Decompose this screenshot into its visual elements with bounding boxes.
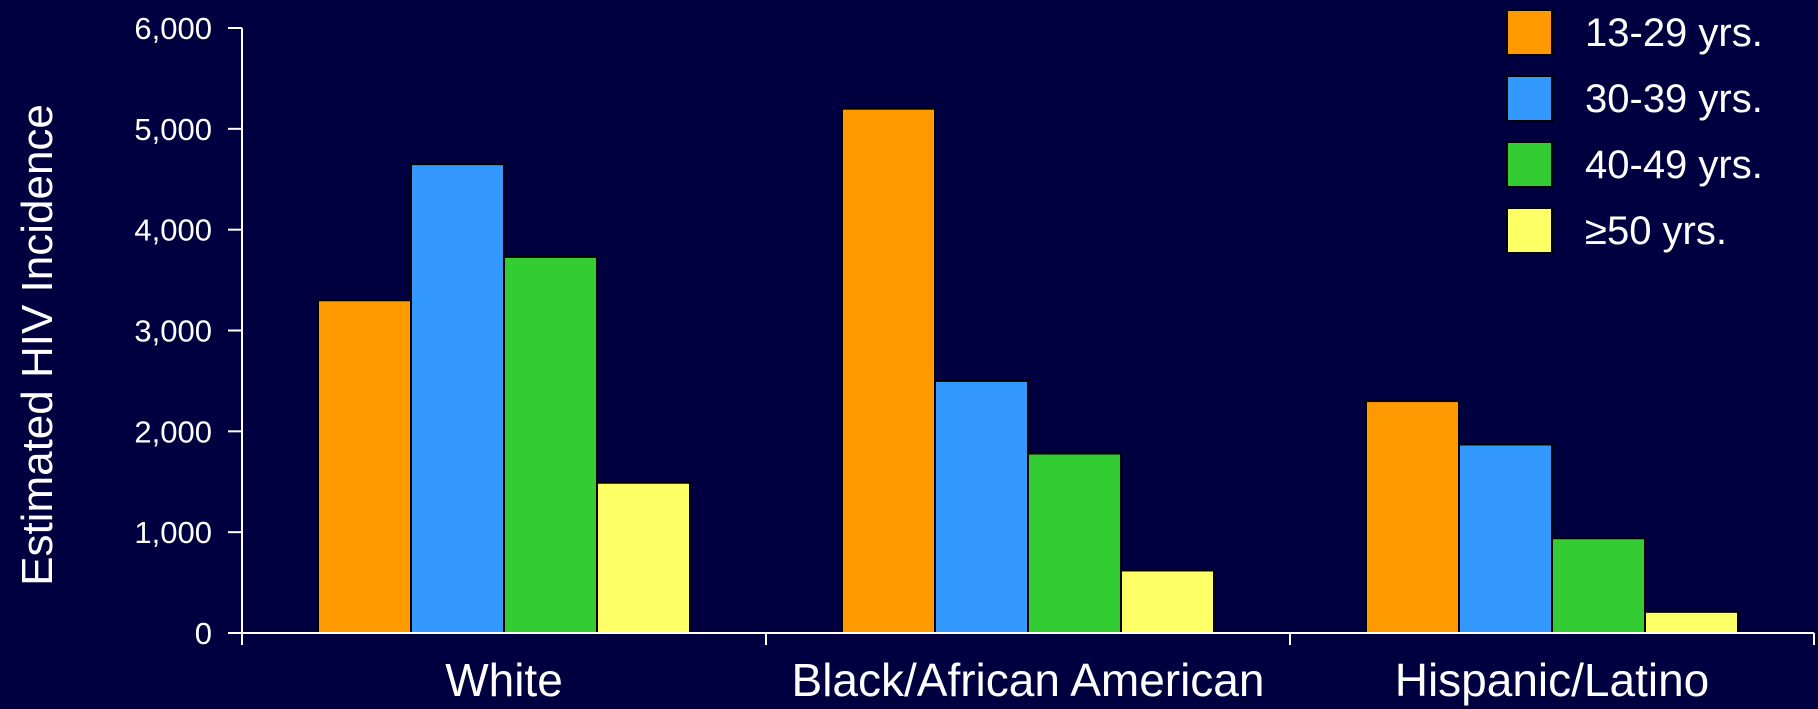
bars-group <box>317 107 1739 635</box>
y-tick-label: 2,000 <box>134 414 212 449</box>
bar <box>1644 610 1739 635</box>
bar <box>1120 569 1215 635</box>
bar <box>1365 400 1460 635</box>
legend-swatch <box>1506 207 1553 254</box>
legend-swatch <box>1506 9 1553 56</box>
x-category-label: Hispanic/Latino <box>1395 654 1710 706</box>
x-labels-group: White Black/African American Hispanic/Lati… <box>445 654 1709 706</box>
y-ticks-group: 0 1,000 2,000 3,000 4,000 5,000 6,000 <box>134 11 242 651</box>
bar <box>410 163 505 634</box>
y-tick-label: 5,000 <box>134 112 212 147</box>
bar <box>1551 537 1646 635</box>
legend-swatch <box>1506 141 1553 188</box>
y-tick-label: 4,000 <box>134 213 212 248</box>
bar <box>503 255 598 634</box>
bar <box>1027 452 1122 634</box>
legend-label: ≥50 yrs. <box>1585 209 1727 253</box>
y-axis-label: Estimated HIV Incidence <box>13 104 62 586</box>
legend: 13-29 yrs. 30-39 yrs. 40-49 yrs. ≥50 yrs. <box>1506 9 1763 254</box>
y-tick-label: 1,000 <box>134 515 212 550</box>
y-tick-label: 6,000 <box>134 11 212 46</box>
bar <box>317 299 412 634</box>
x-category-label: Black/African American <box>792 654 1265 706</box>
x-category-label: White <box>445 654 563 706</box>
bar <box>1458 443 1553 635</box>
legend-label: 40-49 yrs. <box>1585 143 1763 187</box>
y-tick-label: 3,000 <box>134 314 212 349</box>
legend-label: 30-39 yrs. <box>1585 77 1763 121</box>
y-tick-label: 0 <box>195 616 212 651</box>
legend-label: 13-29 yrs. <box>1585 11 1763 55</box>
bar <box>596 481 691 634</box>
bar <box>841 107 936 634</box>
bar <box>934 379 1029 634</box>
legend-swatch <box>1506 75 1553 122</box>
